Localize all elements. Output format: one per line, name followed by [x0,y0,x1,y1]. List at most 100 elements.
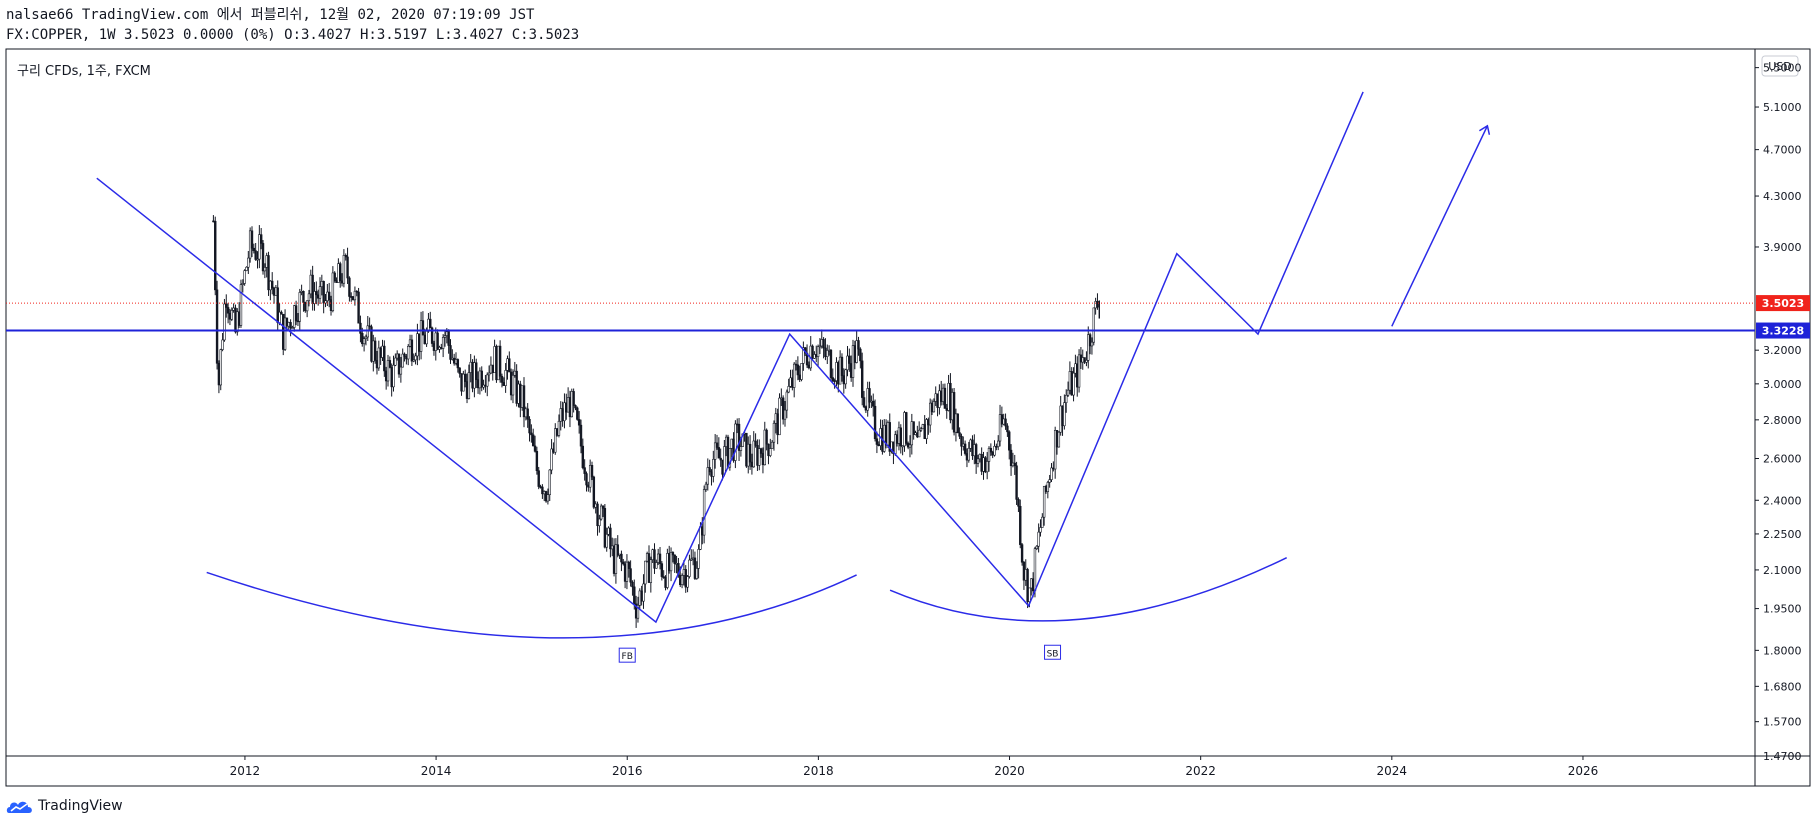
arrow-head [1478,124,1491,135]
candle-body [701,526,704,536]
candle-body [451,357,454,360]
candle-body [278,311,281,324]
candle-body [214,220,217,291]
candle-body [1008,431,1011,451]
candle-body [554,428,557,453]
symbol-ohlc-info: FX:COPPER, 1W 3.5023 0.0000 (0%) O:3.402… [6,27,580,43]
candle-body [960,435,963,447]
candle-body [289,322,292,329]
candle-body [509,371,513,396]
y-tick-label: 4.3000 [1763,190,1802,203]
y-tick-label: 1.4700 [1763,750,1802,763]
candle-body [636,605,640,619]
candle-body [980,454,983,472]
candle-body [653,549,656,569]
candle-body [1019,505,1022,545]
candle-body [883,424,886,452]
candle-body [449,345,452,360]
candle-body [940,390,943,402]
currency-button[interactable]: USD [1761,55,1799,77]
candle-body [416,333,419,357]
price-axis[interactable]: 5.5000 5.1000 4.7000 4.3000 3.9000 3.2000 3.00… [1755,62,1802,763]
projection-arrow-line [1391,125,1489,327]
neckline-label: 3.3228 [1762,325,1804,338]
candle-body [421,320,425,336]
candle-body [780,397,783,400]
candle-body [563,402,566,422]
candle-body [754,440,757,446]
candle-body [487,372,491,376]
candle-body [475,362,478,380]
candle-body [427,318,430,332]
candle-body [594,503,597,508]
candle-body [644,560,647,585]
candle-body [833,380,836,382]
candle-body [568,397,572,418]
candle-body [726,436,730,468]
candle-body [982,457,985,472]
candle-body [355,290,358,293]
candle-body [493,346,496,374]
candle-body [770,441,774,449]
candle-body [425,331,428,345]
candle-body [237,311,241,326]
candle-body [600,505,603,520]
candle-body [456,359,460,369]
candle-body [934,393,937,402]
candle-body [945,408,948,411]
candle-body [759,448,763,454]
projection-path-line [96,91,1364,624]
candle-body [1079,354,1083,363]
candle-body [467,372,471,399]
candle-body [1028,587,1031,602]
candle-body [375,360,379,369]
candle-body [1085,359,1088,363]
candle-body [1041,516,1044,528]
candle-body [519,383,522,408]
candle-body [463,373,467,382]
candle-body [1035,545,1038,550]
candle-body [392,364,395,388]
candle-body [906,443,910,448]
candle-body [390,367,393,388]
candle-body [497,345,500,381]
candle-body [271,280,274,289]
candle-body [381,345,384,358]
candle-body [460,373,463,392]
candle-body [985,461,989,473]
candle-body [1068,371,1072,391]
last-price-label: 3.5023 [1762,297,1804,310]
candle-body [895,434,899,444]
candle-body [377,347,381,369]
candle-body [730,438,733,449]
candle-body [925,419,928,440]
candle-body [452,357,456,364]
candle-body [285,317,289,327]
candle-body [997,440,1000,447]
y-tick-label: 1.9500 [1763,603,1802,616]
candle-body [899,427,902,447]
candle-body [462,373,465,392]
candle-body [1094,301,1097,309]
candle-body [436,332,439,350]
candle-body [649,559,653,583]
candle-body [576,407,579,420]
candle-body [669,552,673,572]
candle-body [423,334,426,345]
footer[interactable]: TradingView [6,797,123,815]
candle-body [747,443,750,467]
candle-body [767,443,770,456]
candle-body [340,280,344,284]
candle-body [546,494,550,502]
candle-body [559,408,562,422]
candle-body [293,305,296,328]
candle-body [236,311,239,333]
candle-body [662,576,665,578]
candle-body [656,553,660,563]
label-box [618,647,636,663]
candle-body [500,375,504,383]
candle-body [846,355,849,371]
candle-body [588,465,592,488]
time-axis[interactable]: 2012 2014 2016 2018 2020 2022 2024 2026 [230,756,1599,778]
